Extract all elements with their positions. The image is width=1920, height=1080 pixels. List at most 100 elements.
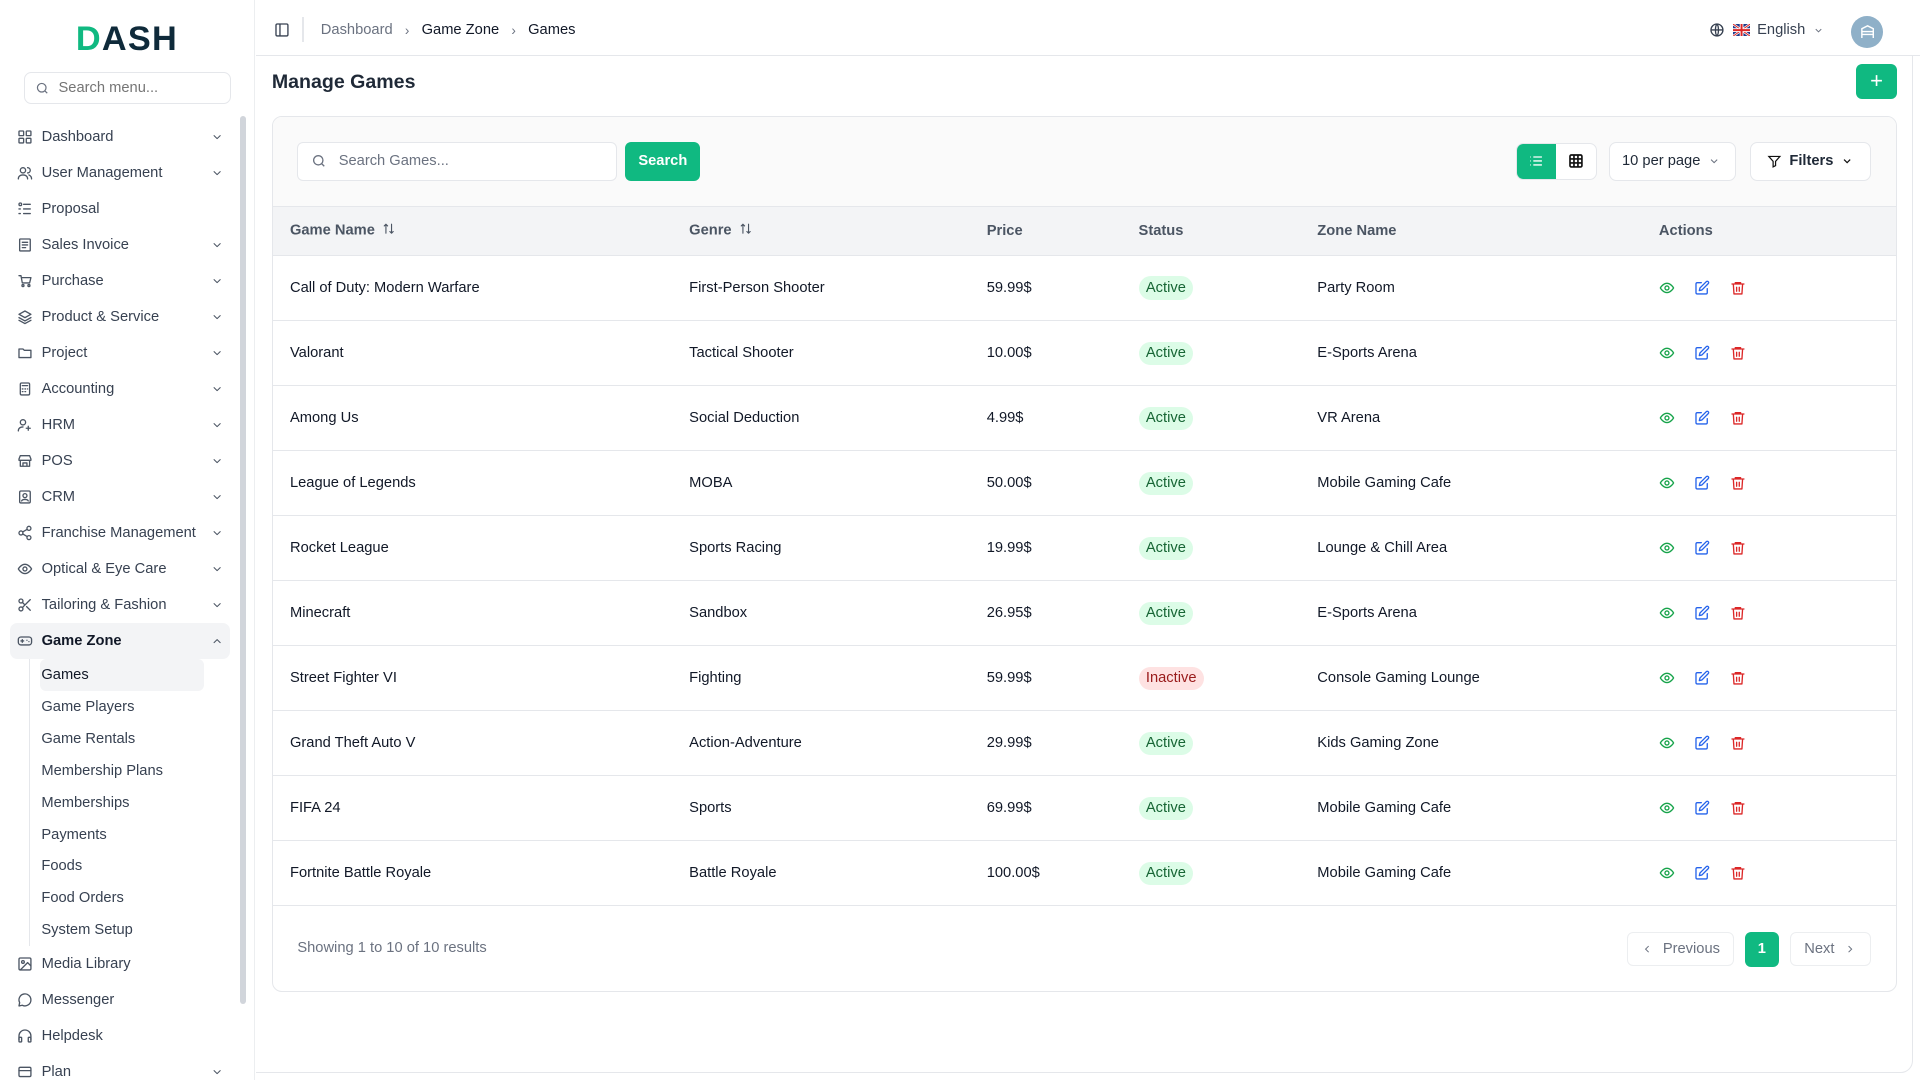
delete-button[interactable]: [1730, 345, 1746, 361]
edit-button[interactable]: [1694, 475, 1710, 491]
sidebar-item-messenger[interactable]: Messenger: [10, 982, 230, 1018]
delete-button[interactable]: [1730, 475, 1746, 491]
sidebar-item-pos[interactable]: POS: [10, 443, 230, 479]
breadcrumb-games: Games: [528, 22, 576, 39]
view-button[interactable]: [1659, 475, 1675, 491]
edit-button[interactable]: [1694, 410, 1710, 426]
sidebar-item-tailoring-fashion[interactable]: Tailoring & Fashion: [10, 587, 230, 623]
add-game-button[interactable]: +: [1856, 63, 1897, 100]
sidebar-item-plan[interactable]: Plan: [10, 1054, 230, 1080]
sidebar-item-crm[interactable]: CRM: [10, 479, 230, 515]
dash-logo[interactable]: DASH: [75, 19, 178, 58]
trash-icon: [1731, 867, 1745, 880]
page-1-button[interactable]: 1: [1744, 931, 1779, 968]
folder-icon: [18, 348, 32, 359]
sidebar-item-purchase[interactable]: Purchase: [10, 263, 230, 299]
grid-view-button[interactable]: [1556, 144, 1595, 179]
sidebar-item-sales-invoice[interactable]: Sales Invoice: [10, 227, 230, 263]
sidebar-item-media-library[interactable]: Media Library: [10, 946, 230, 982]
view-button[interactable]: [1659, 735, 1675, 751]
delete-button[interactable]: [1730, 800, 1746, 816]
breadcrumb-dashboard[interactable]: Dashboard: [320, 22, 393, 39]
sidebar-item-franchise-management[interactable]: Franchise Management: [10, 515, 230, 551]
edit-button[interactable]: [1694, 345, 1710, 361]
sidebar-toggle-icon[interactable]: [274, 22, 290, 38]
search-icon: [37, 82, 48, 94]
column-header-game-name[interactable]: Game Name: [272, 206, 690, 257]
table-row: Rocket League Sports Racing 19.99$ Activ…: [272, 515, 1896, 582]
delete-button[interactable]: [1730, 670, 1746, 686]
view-button[interactable]: [1659, 540, 1675, 556]
edit-button[interactable]: [1694, 670, 1710, 686]
delete-button[interactable]: [1730, 605, 1746, 621]
submenu-item-food-orders[interactable]: Food Orders: [41, 890, 124, 907]
status-cell: Active: [1138, 320, 1318, 387]
sidebar-scrollbar[interactable]: [240, 116, 247, 1005]
edit-button[interactable]: [1694, 865, 1710, 881]
edit-button[interactable]: [1694, 735, 1710, 751]
sidebar-item-helpdesk[interactable]: Helpdesk: [10, 1018, 230, 1054]
view-button[interactable]: [1659, 605, 1675, 621]
trash-icon: [1731, 412, 1745, 425]
submenu-item-system-setup[interactable]: System Setup: [41, 922, 133, 939]
view-button[interactable]: [1659, 410, 1675, 426]
sidebar-item-hrm[interactable]: HRM: [10, 407, 230, 443]
column-header-genre[interactable]: Genre: [689, 206, 987, 257]
column-header-label: Zone Name: [1317, 222, 1397, 239]
sidebar-item-product-service[interactable]: Product & Service: [10, 299, 230, 335]
submenu-item-games[interactable]: Games: [40, 658, 205, 691]
submenu-item-membership-plans[interactable]: Membership Plans: [41, 762, 163, 779]
sidebar-item-label: Helpdesk: [41, 1028, 103, 1045]
game-name-cell: Among Us: [272, 385, 690, 452]
edit-button[interactable]: [1694, 800, 1710, 816]
sidebar-item-project[interactable]: Project: [10, 335, 230, 371]
games-search-input[interactable]: [338, 153, 596, 170]
breadcrumb-game-zone[interactable]: Game Zone: [421, 22, 500, 39]
submenu-item-game-players[interactable]: Game Players: [41, 698, 135, 715]
view-button[interactable]: [1659, 865, 1675, 881]
eye-icon: [1659, 347, 1675, 359]
status-cell: Active: [1138, 580, 1318, 647]
delete-button[interactable]: [1730, 540, 1746, 556]
sidebar-item-optical-eye-care[interactable]: Optical & Eye Care: [10, 551, 230, 587]
filters-button[interactable]: Filters: [1749, 141, 1871, 181]
column-header-label: Actions: [1658, 222, 1713, 239]
edit-button[interactable]: [1694, 280, 1710, 296]
genre-cell: Action-Adventure: [689, 710, 987, 777]
menu-search-input[interactable]: [58, 80, 218, 97]
delete-button[interactable]: [1730, 280, 1746, 296]
games-search[interactable]: [297, 141, 617, 181]
chevron-down-icon: [213, 242, 221, 247]
submenu-item-memberships[interactable]: Memberships: [41, 794, 130, 811]
list-view-button[interactable]: [1516, 144, 1557, 179]
language-selector[interactable]: English: [1709, 22, 1823, 38]
view-button[interactable]: [1659, 345, 1675, 361]
delete-button[interactable]: [1730, 410, 1746, 426]
sidebar-item-dashboard[interactable]: Dashboard: [10, 119, 230, 155]
next-page-button[interactable]: Next: [1789, 931, 1871, 966]
search-button[interactable]: Search: [625, 141, 701, 181]
sidebar-item-game-zone[interactable]: Game Zone: [9, 622, 231, 659]
view-button[interactable]: [1659, 670, 1675, 686]
actions-cell: [1658, 840, 1896, 907]
submenu-item-foods[interactable]: Foods: [41, 858, 83, 875]
previous-page-button[interactable]: Previous: [1627, 931, 1734, 966]
submenu-item-game-rentals[interactable]: Game Rentals: [41, 730, 136, 747]
per-page-select[interactable]: 10 per page: [1608, 141, 1737, 181]
edit-button[interactable]: [1694, 605, 1710, 621]
view-button[interactable]: [1659, 280, 1675, 296]
sidebar-item-label: POS: [41, 452, 73, 469]
delete-button[interactable]: [1730, 735, 1746, 751]
status-badge: Active: [1138, 276, 1194, 300]
message-icon: [18, 993, 32, 1007]
sidebar-item-user-management[interactable]: User Management: [10, 155, 230, 191]
edit-button[interactable]: [1694, 540, 1710, 556]
submenu-item-payments[interactable]: Payments: [41, 826, 107, 843]
user-avatar[interactable]: [1851, 15, 1884, 48]
headphones-icon-wrap: [17, 1028, 33, 1044]
sidebar-item-accounting[interactable]: Accounting: [10, 371, 230, 407]
delete-button[interactable]: [1730, 865, 1746, 881]
sidebar-item-proposal[interactable]: Proposal: [10, 191, 230, 227]
view-button[interactable]: [1659, 800, 1675, 816]
menu-search[interactable]: [24, 72, 232, 105]
